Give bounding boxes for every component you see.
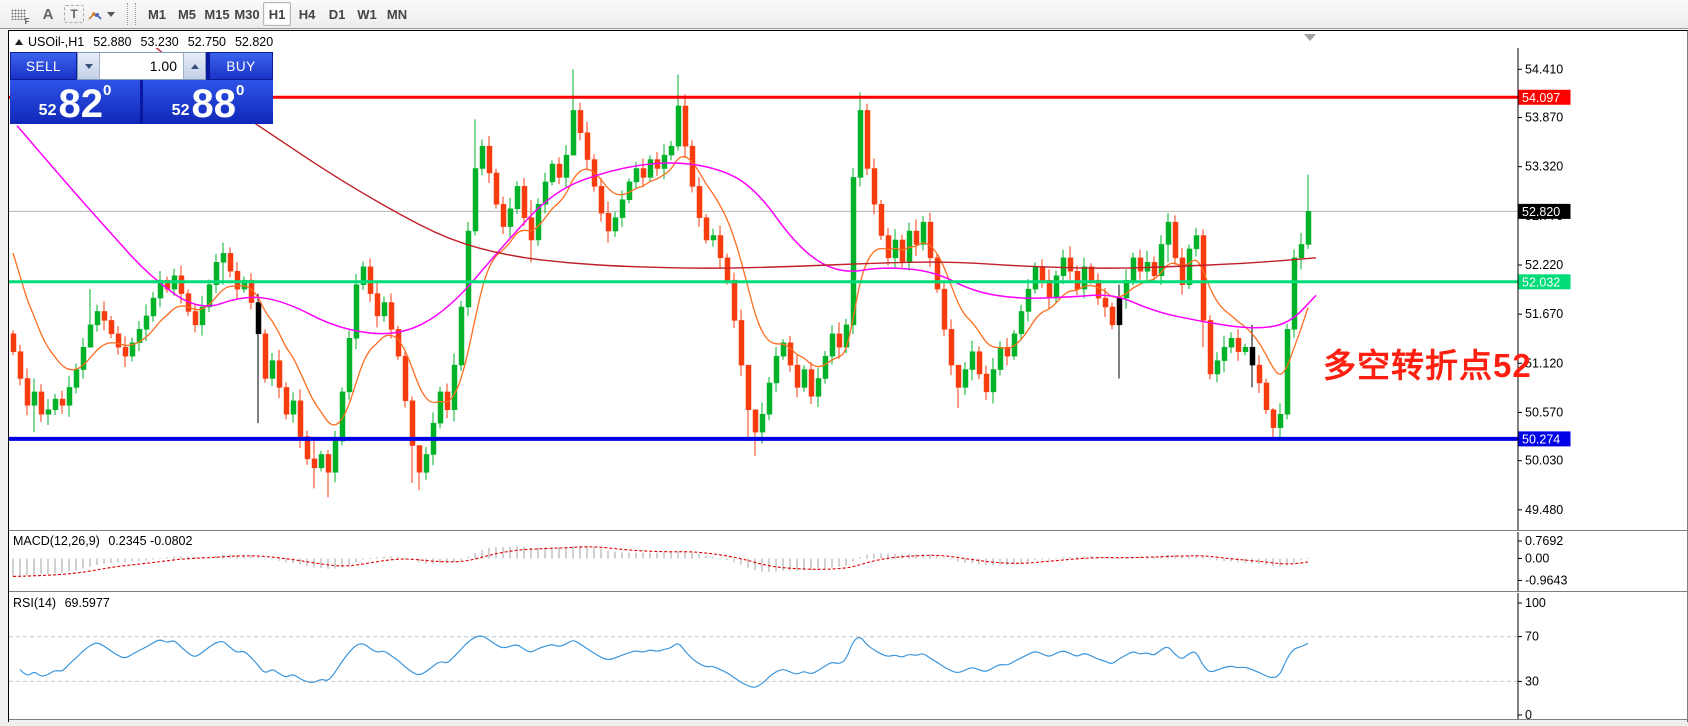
pane-divider[interactable] (9, 591, 1687, 593)
grid-dots-icon: F (10, 8, 30, 26)
svg-text:50.570: 50.570 (1525, 405, 1563, 419)
timeframe-h1-button[interactable]: H1 (263, 2, 291, 26)
svg-text:70: 70 (1525, 630, 1539, 644)
current-price-badge: 52.820 (1518, 203, 1571, 219)
svg-text:51.670: 51.670 (1525, 307, 1563, 321)
rsi-pane-label: RSI(14) 69.5977 (13, 596, 110, 610)
templates-grid-icon[interactable]: F (4, 2, 32, 26)
timeframe-m15-button[interactable]: M15 (204, 6, 230, 22)
svg-text:54.410: 54.410 (1525, 62, 1563, 76)
ohlc-close: 52.820 (234, 35, 274, 49)
toolbar: F A T M1 M5 M15 M30 H1 H4 D1 W1 MN (0, 0, 1688, 29)
macd-pane-label: MACD(12,26,9) 0.2345 -0.0802 (13, 534, 192, 548)
rsi-line (19, 635, 1309, 688)
text-box-button[interactable]: T (64, 5, 84, 23)
svg-text:0.7692: 0.7692 (1525, 534, 1563, 548)
svg-text:30: 30 (1525, 674, 1539, 688)
font-a-label: A (42, 5, 54, 23)
svg-text:52.032: 52.032 (1522, 275, 1560, 289)
svg-text:0.00: 0.00 (1525, 552, 1549, 566)
svg-text:51.120: 51.120 (1525, 356, 1563, 370)
sell-price-big: 82 (58, 82, 103, 126)
chevron-down-icon (107, 11, 115, 17)
candles-layer (10, 69, 1312, 498)
buy-button[interactable]: BUY (209, 52, 273, 80)
rsi-value: 69.5977 (64, 596, 110, 610)
svg-text:50.274: 50.274 (1522, 432, 1560, 446)
support-line-badge: 50.274 (1518, 431, 1571, 447)
macd-signal-line (12, 546, 1309, 577)
pivot-line-badge: 52.032 (1518, 274, 1571, 290)
font-a-button[interactable]: A (34, 2, 62, 26)
sell-price-tile[interactable]: 52 82 0 (10, 80, 140, 124)
ohlc-low: 52.750 (187, 35, 226, 49)
sell-price-sup: 0 (102, 82, 112, 99)
svg-text:53.320: 53.320 (1525, 160, 1563, 174)
timeframe-m5-button[interactable]: M5 (177, 6, 197, 22)
timeframe-m30-button[interactable]: M30 (234, 6, 260, 22)
symbol-marker-icon (15, 39, 23, 45)
volume-increase-button[interactable] (183, 53, 205, 79)
svg-text:50.030: 50.030 (1525, 454, 1563, 468)
svg-text:100: 100 (1525, 596, 1546, 610)
svg-text:54.097: 54.097 (1522, 91, 1560, 105)
chart-title: USOil-,H1 52.880 53.230 52.750 52.820 (15, 35, 273, 49)
macd-values: 0.2345 -0.0802 (108, 534, 193, 548)
timeframe-mn-button[interactable]: MN (386, 6, 408, 22)
rsi-name: RSI(14) (13, 596, 57, 610)
ma-fast-orange-line (12, 155, 1309, 426)
sell-button[interactable]: SELL (10, 52, 77, 80)
timeframe-bar: M1 M5 M15 M30 H1 H4 D1 W1 MN (142, 2, 412, 26)
buy-price-sup: 0 (235, 82, 245, 99)
symbol-label: USOil-,H1 (28, 35, 85, 49)
buy-price-big: 88 (191, 82, 236, 126)
pane-divider[interactable] (9, 530, 1687, 532)
svg-text:0: 0 (1525, 708, 1532, 719)
timeframe-m1-button[interactable]: M1 (147, 6, 167, 22)
svg-text:52.820: 52.820 (1522, 205, 1560, 219)
macd-name: MACD(12,26,9) (13, 534, 100, 548)
ohlc-open: 52.880 (93, 35, 132, 49)
buy-price-tile[interactable]: 52 88 0 (143, 80, 273, 124)
timeframe-w1-button[interactable]: W1 (357, 6, 377, 22)
chart-window: 54.41053.87053.32052.77052.22051.67051.1… (8, 30, 1688, 722)
buy-price-prefix: 52 (171, 102, 190, 119)
scroll-to-end-icon[interactable] (1304, 34, 1316, 41)
sell-price-prefix: 52 (38, 102, 57, 119)
text-box-label: T (70, 7, 78, 21)
resistance-line-badge: 54.097 (1518, 89, 1571, 105)
svg-text:49.480: 49.480 (1525, 503, 1563, 517)
price-axis[interactable]: 54.41053.87053.32052.77052.22051.67051.1… (1517, 48, 1571, 719)
ohlc-high: 53.230 (140, 35, 179, 49)
svg-text:53.870: 53.870 (1525, 111, 1563, 125)
volume-box (77, 52, 206, 80)
objects-arrows-icon (88, 12, 102, 20)
timeframe-d1-button[interactable]: D1 (328, 6, 346, 22)
ma-mid-magenta-line (16, 125, 1317, 335)
timeframe-h4-button[interactable]: H4 (298, 6, 316, 22)
volume-decrease-button[interactable] (78, 53, 100, 79)
ma-slow-darkred-line (155, 48, 1317, 269)
rsi-pane[interactable] (9, 635, 1518, 688)
time-axis-strip (9, 719, 1687, 722)
macd-pane[interactable] (12, 545, 1309, 577)
objects-dropdown-button[interactable] (86, 2, 116, 26)
svg-text:-0.9643: -0.9643 (1525, 573, 1567, 587)
svg-text:52.220: 52.220 (1525, 258, 1563, 272)
volume-input[interactable] (100, 58, 183, 74)
arrow-up-icon (190, 63, 199, 69)
one-click-trade-panel: SELL BUY 52 82 0 52 88 0 (10, 52, 273, 124)
toolbar-separator (127, 3, 136, 25)
chart-text-annotation[interactable]: 多空转折点52 (1323, 347, 1532, 384)
grid-f-label: F (24, 16, 30, 26)
arrow-down-icon (84, 63, 93, 69)
